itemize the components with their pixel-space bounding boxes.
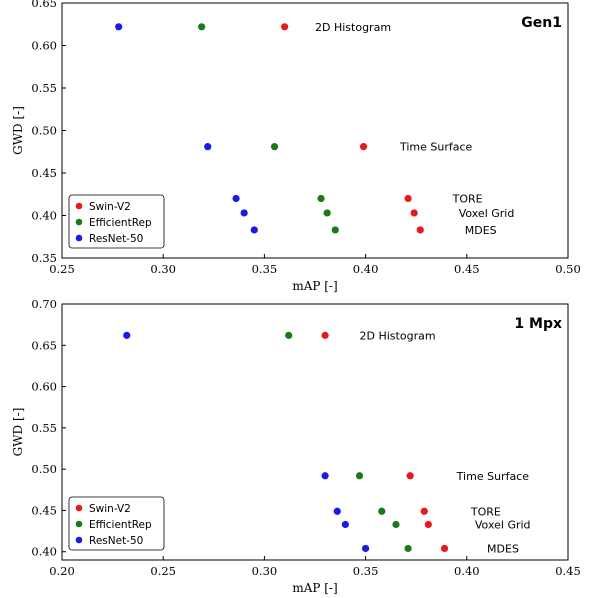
y-tick-label: 0.45 [31, 503, 57, 517]
point-efficientrep-4 [392, 520, 400, 529]
point-resnet-50-3 [333, 507, 341, 515]
y-tick-label: 0.55 [31, 81, 57, 95]
chart-panel-2: 0.20 0.25 0.30 0.35 0.40 0.45 0.40 0.45 0.50 0.55… [11, 297, 581, 595]
point-swin-v2-4 [410, 209, 418, 217]
legend-box [68, 194, 165, 249]
y-tick-label: 0.45 [31, 166, 57, 180]
legend: Swin-V2 EfficientRep ResNet-50 [68, 194, 165, 249]
legend-label: Swin-V2 [89, 503, 131, 515]
point-resnet-50-5 [250, 226, 258, 234]
x-tick-label: 0.45 [454, 262, 480, 276]
legend-label: EfficientRep [89, 519, 152, 531]
point-efficientrep-2 [355, 472, 364, 480]
legend-marker [75, 234, 83, 242]
chart-panel-1: 0.25 0.30 0.35 0.40 0.45 0.50 0.35 0.40 0.45 0.50… [11, 0, 581, 293]
legend-marker [75, 504, 83, 512]
y-tick-label: 0.70 [31, 297, 57, 311]
point-resnet-50-4 [240, 209, 248, 217]
point-efficientrep-1 [198, 23, 206, 31]
point-swin-v2-2 [359, 143, 368, 151]
point-efficientrep-5 [331, 226, 339, 234]
annotation-label: Time Surface [399, 141, 473, 154]
annotation-label: TORE [452, 193, 483, 206]
x-tick-label: 0.25 [150, 564, 176, 578]
y-tick-label: 0.60 [31, 380, 57, 394]
panel-title: 1 Mpx [514, 316, 562, 332]
x-tick-label: 0.40 [353, 262, 379, 276]
point-swin-v2-3 [404, 194, 412, 203]
legend-box [68, 496, 165, 551]
y-axis-label: GWD [-] [11, 106, 25, 155]
y-tick-label: 0.60 [31, 39, 57, 53]
y-tick-label: 0.50 [31, 462, 57, 476]
point-efficientrep-4 [323, 209, 331, 217]
panel-title: Gen1 [521, 15, 562, 31]
point-swin-v2-2 [406, 472, 414, 480]
legend-label: EfficientRep [89, 217, 152, 229]
legend-marker [75, 536, 83, 544]
x-tick-label: 0.35 [252, 262, 278, 276]
legend-label: ResNet-50 [89, 233, 143, 245]
legend-marker [75, 520, 83, 528]
x-tick-label: 0.25 [49, 262, 75, 276]
x-tick-label: 0.40 [454, 564, 480, 578]
point-swin-v2-5 [416, 226, 424, 234]
point-resnet-50-5 [362, 544, 370, 553]
y-tick-label: 0.65 [31, 338, 57, 352]
y-tick-label: 0.55 [31, 421, 57, 435]
point-swin-v2-3 [420, 507, 428, 515]
point-resnet-50-2 [321, 472, 329, 480]
legend-marker [75, 202, 83, 210]
x-tick-label: 0.30 [150, 262, 176, 276]
point-resnet-50-1 [123, 331, 131, 339]
point-swin-v2-4 [424, 520, 432, 529]
point-resnet-50-4 [341, 520, 349, 529]
x-tick-label: 0.20 [49, 564, 75, 578]
annotation-label: MDES [487, 542, 519, 555]
point-efficientrep-5 [404, 544, 412, 553]
x-axis-label: mAP [-] [292, 581, 337, 595]
y-axis-label: GWD [-] [11, 408, 25, 457]
annotation-label: Voxel Grid [459, 207, 515, 220]
y-tick-label: 0.50 [31, 124, 57, 138]
point-swin-v2-1 [321, 331, 329, 339]
point-resnet-50-1 [115, 23, 123, 31]
y-tick-label: 0.65 [31, 0, 57, 10]
y-tick-label: 0.40 [31, 545, 57, 559]
plot-frame [61, 303, 569, 561]
point-efficientrep-3 [378, 507, 386, 515]
x-tick-label: 0.35 [353, 564, 379, 578]
annotation-label: TORE [470, 505, 501, 518]
point-resnet-50-2 [204, 143, 212, 151]
y-tick-label: 0.35 [31, 251, 57, 265]
point-swin-v2-5 [440, 544, 449, 553]
legend: Swin-V2 EfficientRep ResNet-50 [68, 496, 165, 551]
x-tick-label: 0.30 [252, 564, 278, 578]
legend-label: Swin-V2 [89, 201, 131, 213]
annotation-label: 2D Histogram [315, 21, 391, 34]
point-efficientrep-2 [270, 143, 279, 151]
legend-label: ResNet-50 [89, 535, 143, 547]
x-tick-label: 0.45 [555, 564, 581, 578]
legend-marker [75, 218, 83, 226]
point-efficientrep-3 [317, 194, 325, 203]
point-resnet-50-3 [232, 194, 240, 203]
y-tick-label: 0.40 [31, 209, 57, 223]
point-swin-v2-1 [281, 23, 289, 31]
annotation-label: Time Surface [456, 470, 530, 483]
x-axis-label: mAP [-] [292, 279, 337, 293]
annotation-label: 2D Histogram [360, 329, 436, 342]
annotation-label: Voxel Grid [475, 518, 531, 531]
annotation-label: MDES [465, 224, 497, 237]
x-tick-label: 0.50 [555, 262, 581, 276]
point-efficientrep-1 [285, 331, 293, 339]
